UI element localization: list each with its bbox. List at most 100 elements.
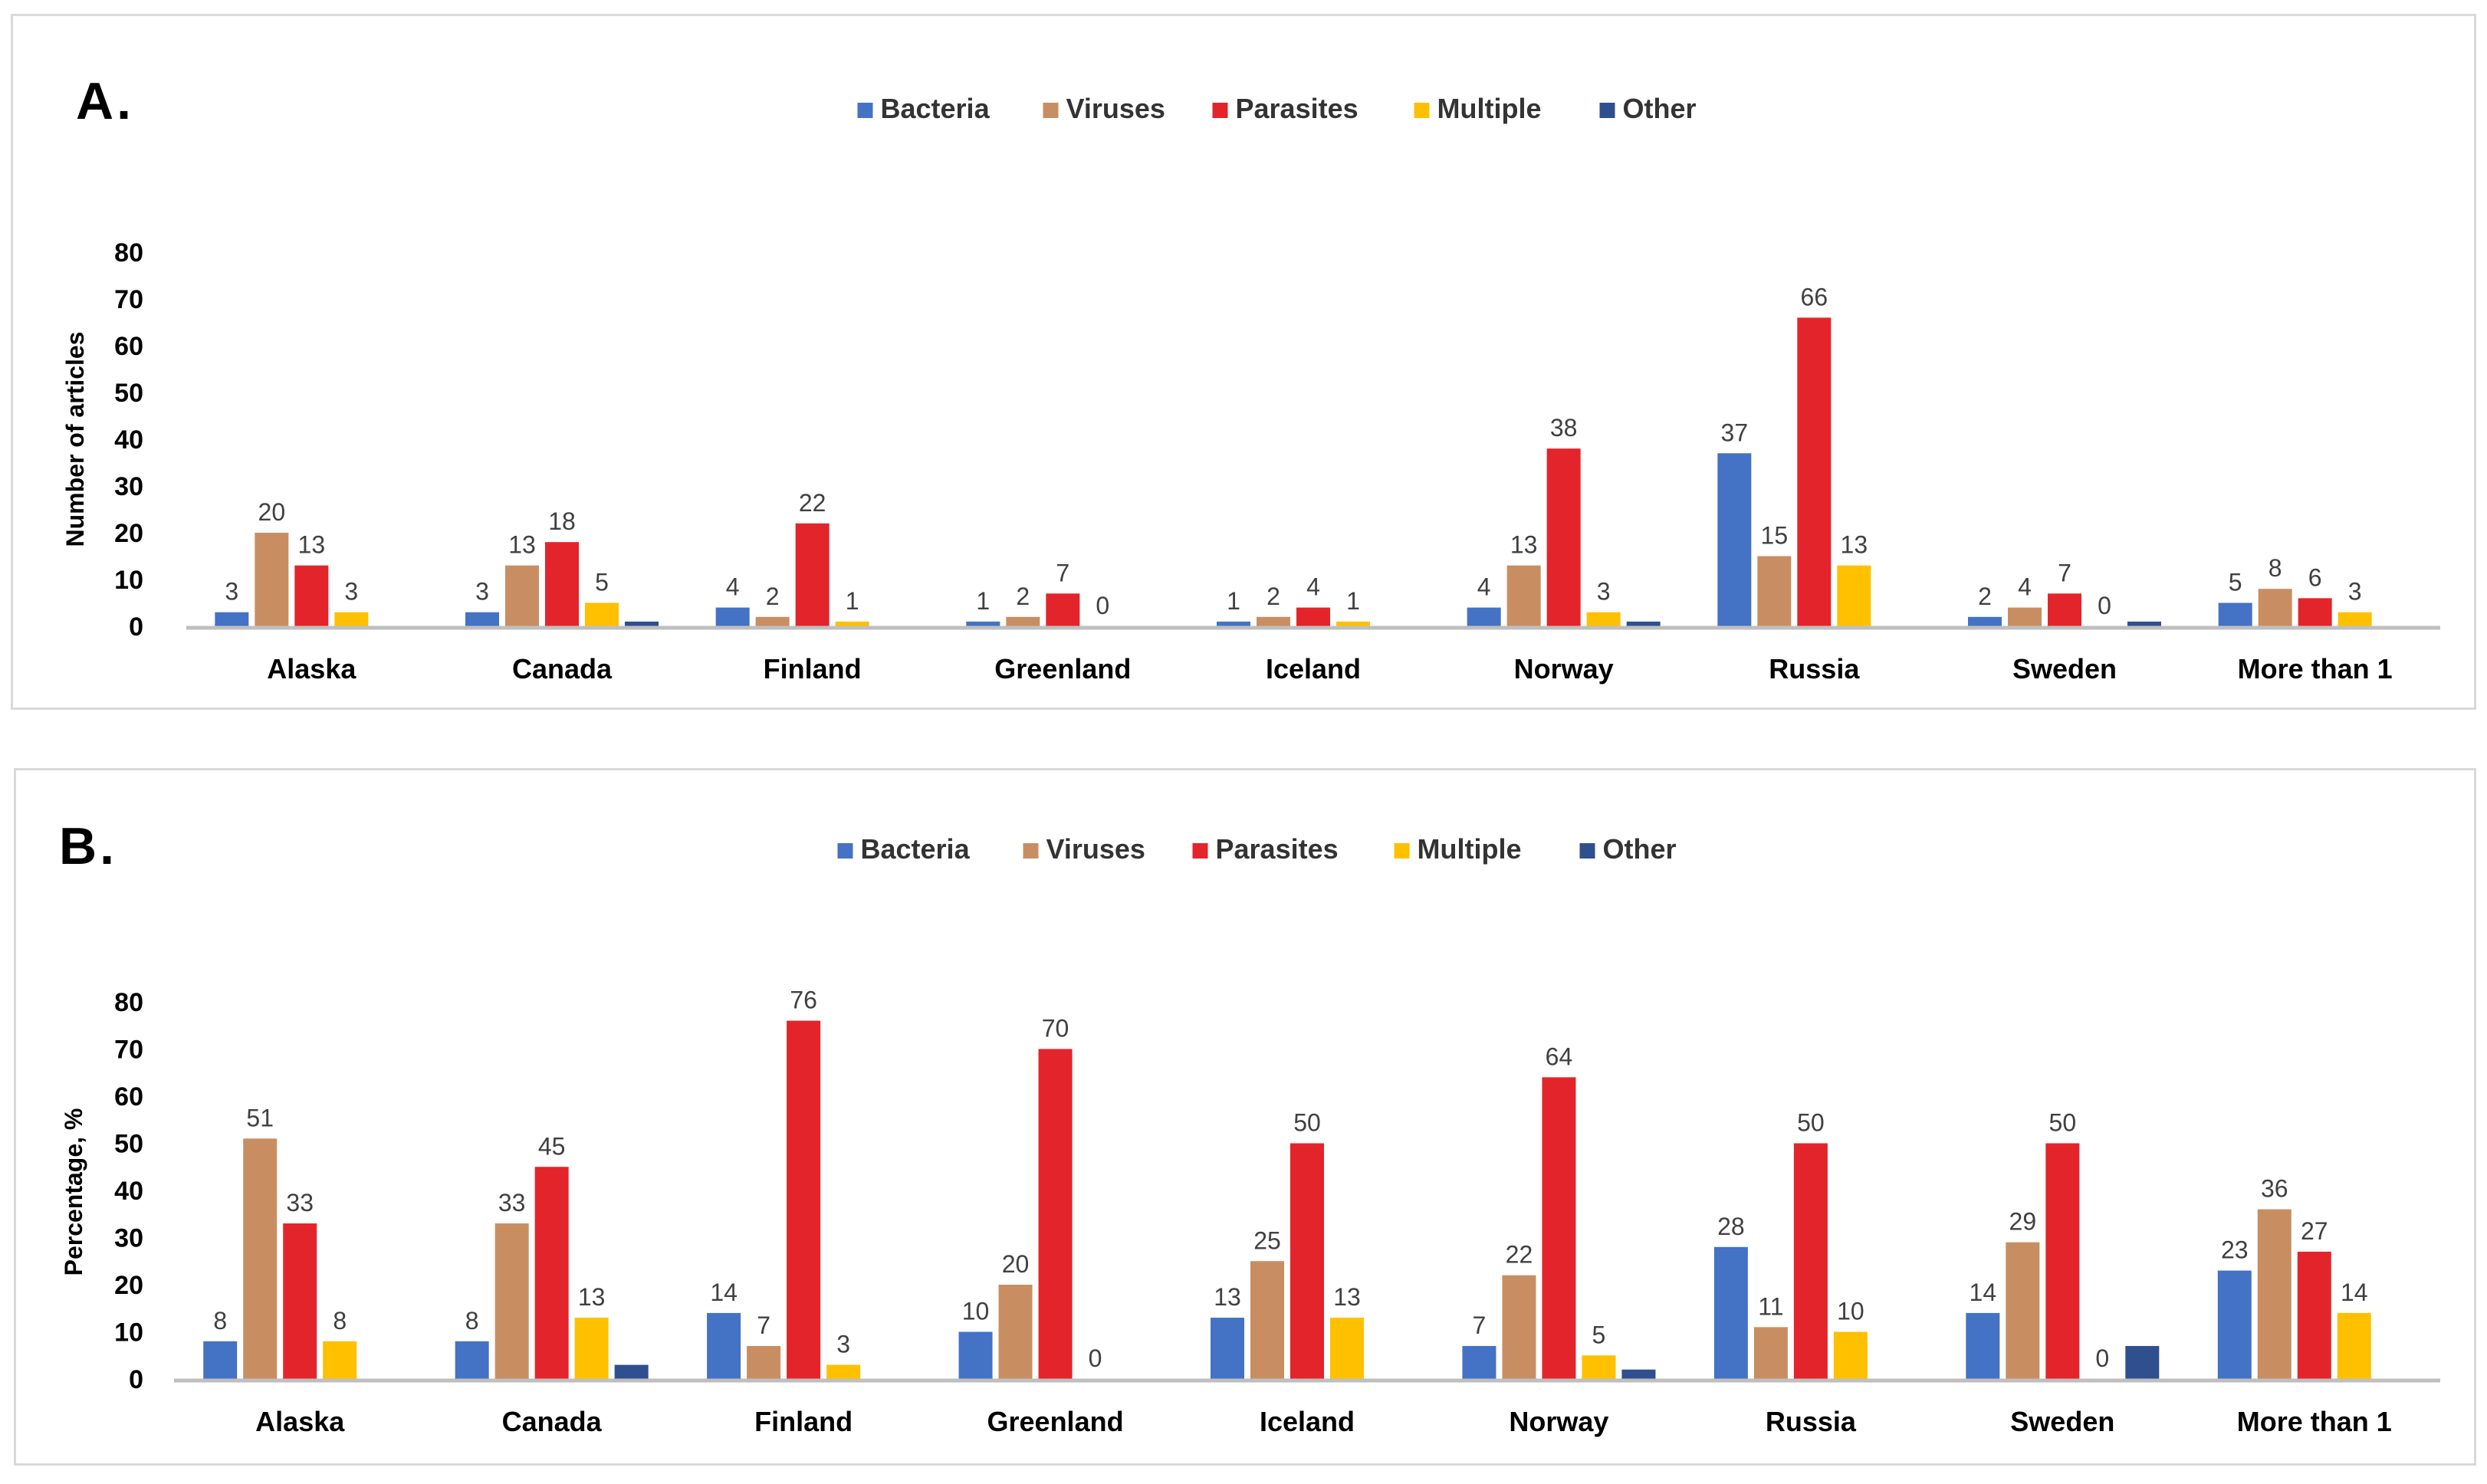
chart-a-bar-greenland-bacteria [966,621,1000,626]
chart-a-bar-greenland-parasites [1046,593,1080,626]
chart-b-category-label-more-than-1: More than 1 [2237,1406,2392,1437]
chart-a-bar-more-than-1-viruses [2258,589,2292,626]
chart-a-bar-canada-bacteria [465,612,499,626]
panel-b-letter: B. [59,817,117,875]
chart-a-category-label-greenland: Greenland [994,653,1131,685]
chart-b-bar-greenland-viruses [998,1285,1033,1379]
chart-b-legend-item-viruses: Viruses [1023,833,1145,865]
chart-b-bar-finland-viruses [747,1345,781,1379]
chart-b-y-tick-10: 10 [114,1318,143,1348]
chart-b-value-label-canada-viruses: 33 [498,1189,526,1216]
chart-b-value-label-greenland-bacteria: 10 [962,1298,990,1325]
chart-b-legend-swatch-parasites [1192,843,1208,859]
chart-b-bar-norway-bacteria [1462,1345,1496,1379]
panel-a-letter: A. [76,72,134,130]
chart-a-legend-label-viruses: Viruses [1066,93,1165,124]
chart-a-bar-sweden-parasites [2048,593,2081,626]
chart-a-value-label-sweden-parasites: 7 [2058,559,2071,586]
chart-a-value-label-alaska-bacteria: 3 [225,578,238,606]
chart-b-bar-alaska-viruses [243,1138,278,1379]
chart-a-y-tick-50: 50 [114,379,143,408]
chart-a-bar-more-than-1-parasites [2298,598,2332,626]
chart-b-category-label-sweden: Sweden [2010,1406,2114,1437]
chart-b-bar-sweden-viruses [2006,1242,2040,1379]
chart-a-value-label-sweden-bacteria: 2 [1978,583,1992,610]
chart-b-y-axis-label: Percentage, % [60,1108,87,1276]
chart-b-value-label-norway-viruses: 22 [1506,1241,1533,1269]
chart-a-bar-russia-multiple [1837,565,1871,626]
chart-b-value-label-sweden-bacteria: 14 [1970,1279,1997,1306]
chart-b-bar-russia-parasites [1793,1143,1828,1379]
chart-a-value-label-iceland-viruses: 2 [1266,583,1280,610]
chart-a-value-label-finland-multiple: 1 [846,587,859,615]
chart-b-value-label-alaska-parasites: 33 [286,1189,314,1216]
chart-b-y-tick-0: 0 [129,1365,143,1394]
chart-a-bar-more-than-1-multiple [2338,612,2372,626]
chart-b-legend-label-parasites: Parasites [1216,833,1339,865]
panel-b: B. Bacteria Viruses Parasites Multiple Other… [14,768,2476,1466]
chart-b-y-tick-40: 40 [114,1177,143,1206]
chart-a-y-tick-80: 80 [114,238,143,268]
chart-a-value-label-sweden-multiple: 0 [2098,592,2111,619]
chart-a-bar-greenland-viruses [1006,616,1040,626]
chart-a-value-label-greenland-parasites: 7 [1056,559,1069,586]
chart-b-category-label-finland: Finland [754,1406,853,1437]
chart-a-legend-item-other: Other [1599,93,1697,124]
chart-a-bar-norway-other [1626,621,1661,626]
chart-a-bar-russia-bacteria [1717,453,1752,626]
chart-b-bar-canada-bacteria [455,1341,489,1379]
chart-a-value-label-canada-multiple: 5 [595,569,609,596]
chart-a-bar-sweden-viruses [2008,607,2042,626]
chart-a-value-label-iceland-parasites: 4 [1306,573,1320,601]
chart-b-value-label-more-than-1-parasites: 27 [2301,1217,2328,1245]
chart-a-bar-canada-multiple [585,602,619,626]
chart-b-bar-finland-parasites [787,1020,821,1379]
chart-b-bar-iceland-viruses [1250,1261,1284,1379]
chart-a-legend-swatch-viruses [1043,103,1059,118]
chart-b-bar-russia-viruses [1753,1327,1788,1379]
chart-a-value-label-iceland-multiple: 1 [1346,587,1360,615]
chart-b-legend-swatch-multiple [1394,843,1410,859]
chart-b-value-label-canada-multiple: 13 [578,1283,606,1311]
chart-b-legend-item-other: Other [1579,833,1677,865]
chart-a-value-label-alaska-parasites: 13 [298,531,326,559]
chart-a-value-label-russia-bacteria: 37 [1721,419,1749,446]
chart-a-bar-canada-other [625,621,659,626]
chart-a-legend-item-multiple: Multiple [1414,93,1541,124]
chart-a-y-tick-20: 20 [114,519,143,548]
chart-b-legend-swatch-viruses [1023,843,1039,859]
chart-b-bar-norway-multiple [1582,1355,1616,1379]
chart-b-value-label-iceland-multiple: 13 [1333,1283,1361,1311]
chart-a-value-label-russia-viruses: 15 [1761,522,1789,550]
chart-b-value-label-canada-parasites: 45 [538,1132,566,1160]
chart-a-bar-iceland-multiple [1336,621,1370,626]
chart-b-bar-norway-parasites [1542,1077,1576,1379]
chart-a-bar-russia-viruses [1757,556,1792,626]
chart-a-legend-label-parasites: Parasites [1236,93,1358,124]
chart-b-bar-finland-multiple [826,1364,861,1379]
chart-b-legend-swatch-bacteria [837,843,853,859]
chart-a-value-label-norway-viruses: 13 [1510,531,1538,559]
chart-a-bar-alaska-multiple [334,612,369,626]
chart-b-value-label-more-than-1-multiple: 14 [2341,1279,2368,1306]
chart-b-category-label-iceland: Iceland [1260,1406,1355,1437]
chart-b-value-label-russia-multiple: 10 [1837,1298,1864,1325]
chart-a-bar-alaska-viruses [255,533,289,626]
chart-b-value-label-sweden-multiple: 0 [2095,1344,2109,1372]
chart-a-bar-finland-viruses [755,616,790,626]
chart-b-legend-label-bacteria: Bacteria [861,833,971,865]
chart-b-value-label-finland-viruses: 7 [757,1312,770,1339]
chart-b-y-tick-80: 80 [114,988,143,1017]
chart-b-bar-greenland-parasites [1038,1049,1073,1379]
chart-b-bar-alaska-multiple [323,1341,357,1379]
chart-b-bar-more-than-1-bacteria [2217,1270,2252,1379]
chart-b-y-tick-60: 60 [114,1082,143,1111]
chart-a-legend-swatch-bacteria [857,103,873,118]
chart-b-value-label-sweden-parasites: 50 [2049,1109,2077,1137]
chart-a-value-label-alaska-multiple: 3 [344,578,358,606]
chart-a-value-label-greenland-multiple: 0 [1096,592,1109,619]
chart-b-bar-iceland-bacteria [1211,1318,1244,1379]
chart-b-value-label-russia-parasites: 50 [1797,1109,1825,1137]
chart-a-bar-norway-bacteria [1467,607,1501,626]
